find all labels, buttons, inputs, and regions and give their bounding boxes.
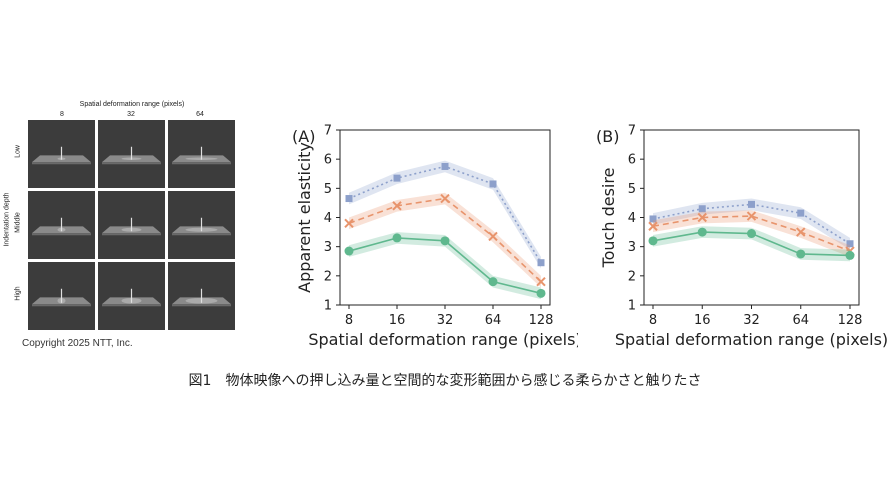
data-point [441, 162, 449, 170]
y-tick-label: 7 [324, 124, 332, 139]
stimulus-col-label: 8 [60, 111, 64, 118]
stimulus-image [28, 191, 95, 259]
panel-label: (A) [292, 127, 315, 146]
x-tick-label: 64 [485, 313, 502, 328]
data-point [649, 215, 657, 223]
stimulus-grid-title: Spatial deformation range (pixels) [79, 101, 185, 108]
y-tick-label: 6 [628, 153, 636, 168]
data-point [536, 288, 546, 298]
data-point [344, 218, 354, 229]
x-tick-label: 32 [743, 313, 760, 328]
data-point [697, 212, 707, 223]
data-point [345, 195, 353, 203]
x-tick-label: 16 [389, 313, 406, 328]
data-point [648, 221, 658, 231]
panel-label: (B) [596, 127, 619, 146]
data-point [440, 236, 450, 246]
series-confidence-band [349, 192, 541, 288]
data-point [697, 227, 707, 237]
y-tick-label: 2 [628, 269, 636, 284]
data-point [536, 276, 546, 287]
data-point [344, 246, 354, 256]
y-tick-label: 5 [628, 182, 636, 197]
series-line [348, 197, 542, 283]
stimulus-image-grid [28, 120, 235, 330]
x-axis-label: Spatial deformation range (pixels) [308, 330, 578, 349]
stimulus-image [28, 120, 95, 188]
x-tick-label: 128 [529, 313, 554, 328]
y-tick-label: 6 [324, 153, 332, 168]
data-point [846, 240, 854, 248]
data-point [796, 227, 806, 237]
stimulus-row-axis-label: Indentation depth [3, 192, 11, 247]
data-point [488, 277, 498, 287]
series-line [652, 215, 851, 252]
stimulus-image [98, 191, 165, 259]
y-tick-label: 7 [628, 124, 636, 139]
y-tick-label: 4 [324, 211, 332, 226]
series-confidence-band [653, 210, 850, 257]
data-point [746, 211, 757, 221]
x-tick-label: 128 [838, 313, 863, 328]
stimulus-image [28, 262, 95, 330]
stimulus-col-label: 32 [127, 111, 135, 118]
data-point [440, 193, 450, 204]
x-tick-label: 8 [345, 313, 353, 328]
data-point [393, 174, 401, 182]
stimulus-image [168, 191, 235, 259]
data-point [747, 229, 756, 239]
stimulus-image [98, 120, 165, 188]
stimulus-col-label: 64 [196, 111, 204, 118]
y-axis-label: Touch desire [599, 168, 618, 269]
data-point [797, 209, 805, 217]
figure-caption: 図1 物体映像への押し込み量と空間的な変形範囲から感じる柔らかさと触りたさ [188, 373, 702, 389]
copyright-notice: Copyright 2025 NTT, Inc. [22, 338, 133, 349]
data-point [748, 200, 755, 208]
data-point [796, 249, 806, 259]
data-point [845, 250, 855, 260]
y-tick-label: 3 [324, 240, 332, 255]
y-axis-label: Apparent elasticity [295, 142, 314, 293]
x-tick-label: 16 [694, 313, 711, 328]
y-tick-label: 3 [628, 240, 636, 255]
x-tick-label: 32 [437, 313, 454, 328]
data-point [488, 231, 498, 242]
data-point [392, 233, 402, 243]
y-tick-label: 2 [324, 269, 332, 284]
data-point [648, 236, 658, 246]
stimulus-row-label: Low [14, 145, 22, 158]
data-point [698, 205, 706, 213]
y-tick-label: 1 [628, 299, 636, 314]
x-axis-label: Spatial deformation range (pixels) [615, 330, 888, 349]
y-tick-label: 1 [324, 299, 332, 314]
stimulus-row-label: High [14, 286, 22, 301]
stimulus-image [168, 262, 235, 330]
x-tick-label: 8 [649, 313, 657, 328]
x-tick-label: 64 [792, 313, 809, 328]
y-tick-label: 5 [324, 182, 332, 197]
series-confidence-band [349, 160, 541, 269]
stimulus-row-label: Middle [14, 212, 22, 233]
stimulus-image [98, 262, 165, 330]
touch-desire-chart: 1 2 3 4 5 6 7 8 16 32 64 128 Spatial deformation ran… [596, 124, 888, 350]
apparent-elasticity-chart: 1 2 3 4 5 6 7 8 16 32 64 128 Spatial deformation ran… [292, 124, 578, 350]
data-point [392, 201, 402, 211]
stimulus-image [168, 120, 235, 188]
data-point [537, 259, 545, 267]
y-tick-label: 4 [628, 211, 636, 226]
data-point [489, 180, 497, 188]
